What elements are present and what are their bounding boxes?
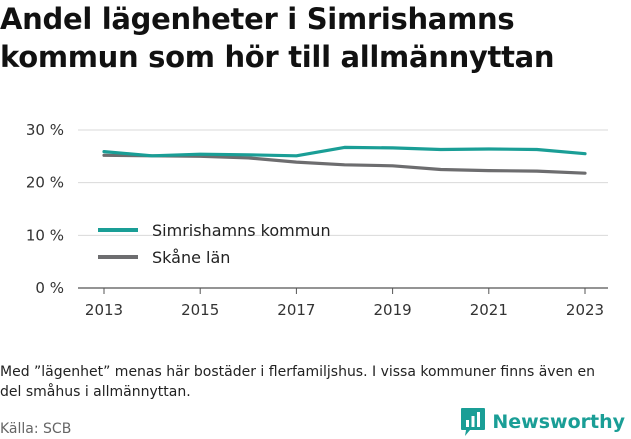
x-tick-label: 2013 (85, 301, 123, 319)
chart-title-line-1: Andel lägenheter i Simrishamns (0, 2, 515, 36)
series-line (102, 145, 587, 158)
footnote: Med ”lägenhet” menas här bostäder i fler… (0, 364, 595, 400)
chart-title-line-2: kommun som hör till allmännyttan (0, 40, 555, 74)
bar-chart-speech-bubble-icon (461, 408, 486, 436)
y-tick-label: 20 % (26, 174, 64, 192)
x-tick-label: 2019 (374, 301, 412, 319)
x-tick-label: 2023 (566, 301, 604, 319)
brand-name: Newsworthy (492, 411, 625, 433)
x-tick-label: 2021 (470, 301, 508, 319)
chart-title: Andel lägenheter i Simrishamns kommun so… (0, 0, 631, 76)
gridlines (78, 129, 608, 289)
series-line (102, 153, 587, 175)
y-tick-label: 0 % (35, 279, 64, 297)
x-axis-ticks: 2013 2015 2017 2019 2021 2023 (85, 288, 604, 319)
series-lines (102, 145, 587, 175)
x-tick-label: 2015 (181, 301, 219, 319)
source-label: Källa: SCB (0, 421, 72, 437)
newsworthy-logo: Newsworthy (460, 406, 625, 438)
legend: Simrishamns kommun Skåne län (98, 221, 331, 267)
x-tick-label: 2017 (277, 301, 315, 319)
legend-label: Skåne län (152, 248, 230, 267)
y-tick-label: 10 % (26, 226, 64, 244)
y-tick-label: 30 % (26, 121, 64, 139)
legend-label: Simrishamns kommun (152, 221, 331, 240)
line-chart: 0 % 10 % 20 % 30 % 2013 2015 2017 2019 2021 2023… (26, 121, 608, 319)
y-axis-ticks: 0 % 10 % 20 % 30 % (26, 121, 64, 297)
